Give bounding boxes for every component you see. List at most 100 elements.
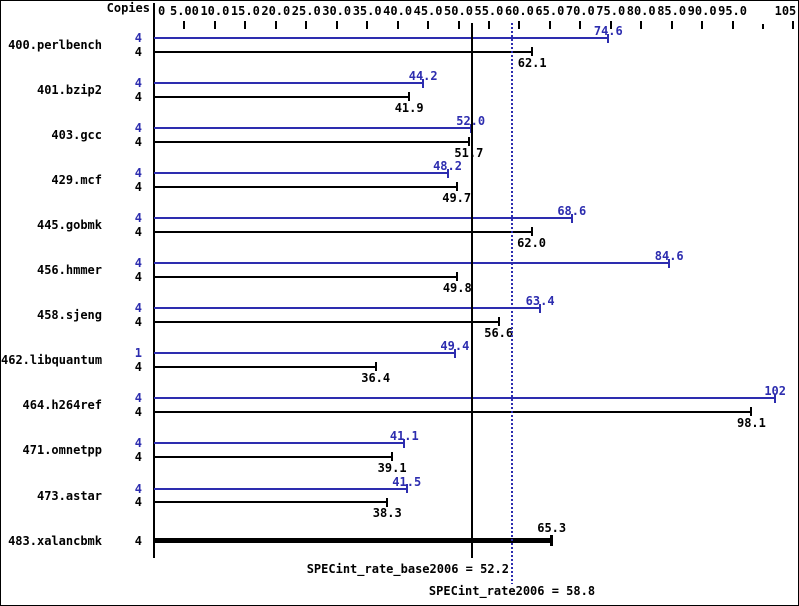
bar-peak — [154, 262, 670, 265]
bar-peak-cap — [446, 168, 449, 178]
bar-peak — [154, 352, 455, 355]
x-axis-tick-label: 90.0 — [687, 4, 717, 18]
benchmark-label: 473.astar — [36, 488, 102, 503]
bar-value-label-base: 36.4 — [361, 370, 391, 385]
bar-value-label-base: 49.7 — [442, 190, 472, 205]
x-axis-tick — [396, 21, 399, 29]
bar-base-cap — [374, 362, 377, 372]
bar-peak — [154, 127, 471, 130]
x-axis-tick-label: 60.0 — [504, 4, 534, 18]
x-axis-tick — [518, 21, 521, 29]
bar-peak-cap — [469, 123, 472, 133]
bar-value-label-base: 62.1 — [517, 55, 547, 70]
bar-merged — [154, 538, 552, 544]
peak-result-label: SPECint_rate2006 = 58.8 — [428, 584, 596, 598]
copies-label-peak: 4 — [134, 481, 142, 496]
copies-label-peak: 4 — [134, 121, 142, 136]
y-axis-line — [153, 3, 155, 558]
bar-base — [154, 365, 376, 368]
bar-peak-cap — [405, 484, 408, 493]
x-axis-tick-label: 35.0 — [352, 4, 382, 18]
copies-label-base: 4 — [134, 449, 142, 464]
x-axis-tick — [183, 21, 186, 29]
bar-value-label-peak: 84.6 — [654, 249, 684, 264]
x-axis-tick — [244, 21, 247, 29]
copies-label-base: 4 — [134, 404, 142, 419]
x-axis-tick — [792, 21, 795, 29]
bar-value-label-base: 49.8 — [442, 280, 472, 295]
bar-value-label-base: 38.3 — [372, 506, 402, 520]
x-axis-tick-label: 65.0 — [535, 4, 565, 18]
x-axis-tick — [762, 24, 764, 29]
benchmark-label: 403.gcc — [51, 128, 102, 143]
bar-base-cap — [750, 407, 753, 417]
bar-value-label-base: 98.1 — [736, 415, 766, 430]
x-axis-tick — [366, 21, 369, 29]
x-axis-tick-label: 75.0 — [596, 4, 626, 18]
x-axis-tick — [701, 21, 704, 29]
bar-peak-cap — [607, 33, 610, 43]
x-axis-tick — [335, 21, 338, 29]
x-axis-tick-label: 30.0 — [322, 4, 352, 18]
benchmark-label: 464.h264ref — [22, 398, 102, 413]
bar-peak — [154, 37, 609, 39]
bar-merged-cap — [550, 535, 554, 547]
bar-value-label-peak: 49.4 — [440, 339, 470, 354]
copies-label-base: 4 — [134, 44, 142, 59]
bar-peak — [154, 487, 407, 490]
bar-value-label-base: 65.3 — [537, 520, 567, 535]
bar-base — [154, 320, 499, 323]
x-axis-tick — [548, 21, 551, 29]
benchmark-label: 458.sjeng — [36, 308, 102, 323]
copies-label-base: 4 — [134, 359, 142, 374]
x-axis-tick-label: 45.0 — [413, 4, 443, 18]
copies-label-peak: 4 — [134, 211, 142, 226]
copies-label-peak: 4 — [134, 301, 142, 316]
benchmark-label: 471.omnetpp — [22, 443, 102, 458]
x-axis-tick — [609, 21, 612, 29]
copies-label-base: 4 — [134, 314, 142, 329]
bar-peak-cap — [570, 213, 573, 223]
bar-base — [154, 455, 393, 458]
x-axis-tick-label: 15.0 — [230, 4, 260, 18]
bar-peak — [154, 82, 424, 85]
bar-base — [154, 230, 532, 233]
bar-base — [154, 140, 469, 143]
x-axis-tick-label: 70.0 — [565, 4, 595, 18]
bar-value-label-peak: 52.0 — [456, 114, 485, 128]
benchmark-label: 429.mcf — [51, 173, 102, 188]
bar-peak-cap — [774, 393, 777, 403]
copies-label-base: 4 — [134, 224, 142, 239]
x-axis-tick — [305, 21, 308, 29]
x-axis-tick-label: 95.0 — [718, 4, 747, 18]
x-axis-tick-label: 40.0 — [383, 4, 413, 18]
benchmark-label: 483.xalancbmk — [8, 533, 102, 548]
x-axis-tick-label: 10.0 — [200, 4, 230, 18]
x-axis-tick-label: 25.0 — [291, 4, 321, 18]
benchmark-label: 456.hmmer — [36, 263, 102, 278]
x-axis-tick-label: 0 — [158, 4, 166, 18]
bar-value-label-peak: 68.6 — [557, 204, 587, 219]
bar-base-cap — [531, 47, 534, 56]
bar-base — [154, 50, 533, 53]
bar-value-label-peak: 41.5 — [392, 474, 422, 489]
copies-label-base: 4 — [134, 134, 142, 149]
bar-base-cap — [386, 497, 389, 507]
bar-peak-cap — [422, 78, 425, 88]
bar-peak-cap — [539, 303, 542, 313]
bar-base-cap — [455, 182, 458, 192]
bar-base-cap — [497, 317, 500, 327]
bar-value-label-peak: 63.4 — [525, 294, 555, 309]
x-axis-tick-label: 50.0 — [444, 4, 473, 18]
bar-value-label-peak: 74.6 — [593, 24, 623, 38]
bar-peak — [154, 397, 776, 400]
copies-label-peak: 4 — [134, 391, 142, 406]
x-axis-tick — [731, 21, 734, 29]
bar-value-label-base: 56.6 — [484, 325, 514, 340]
copies-label-base: 4 — [134, 269, 142, 284]
bar-peak — [154, 172, 448, 175]
x-axis-tick — [579, 21, 582, 29]
benchmark-label: 445.gobmk — [36, 218, 102, 233]
bar-value-label-base: 39.1 — [377, 460, 407, 475]
x-axis-tick — [670, 21, 673, 29]
